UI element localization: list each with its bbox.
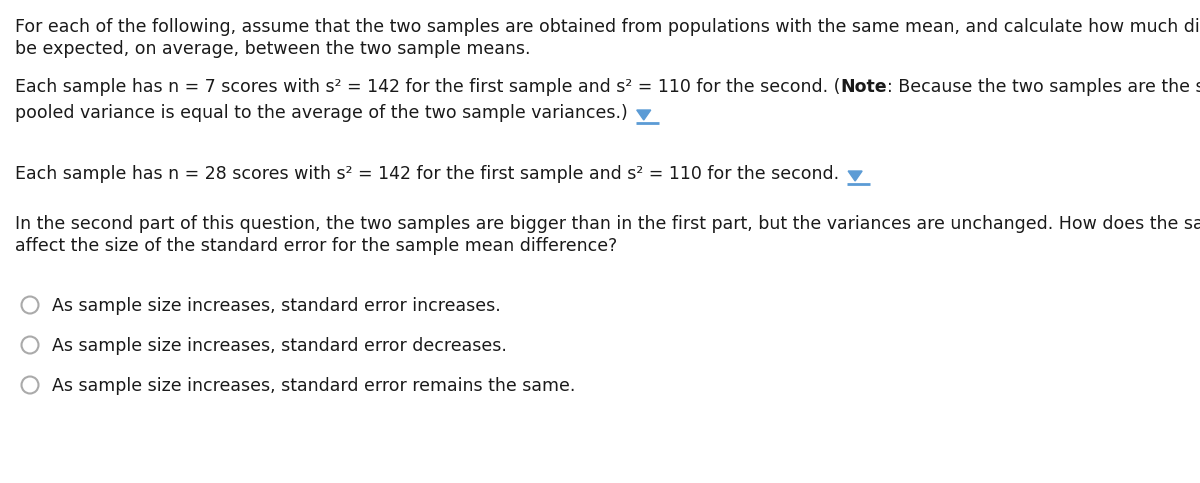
Text: pooled variance is equal to the average of the two sample variances.): pooled variance is equal to the average … bbox=[14, 104, 628, 122]
Text: be expected, on average, between the two sample means.: be expected, on average, between the two… bbox=[14, 40, 530, 58]
Text: For each of the following, assume that the two samples are obtained from populat: For each of the following, assume that t… bbox=[14, 18, 1200, 36]
Text: As sample size increases, standard error remains the same.: As sample size increases, standard error… bbox=[52, 377, 575, 395]
Text: As sample size increases, standard error increases.: As sample size increases, standard error… bbox=[52, 297, 500, 315]
Polygon shape bbox=[848, 171, 862, 181]
Text: Each sample has n = 7 scores with s² = 142 for the first sample and s² = 110 for: Each sample has n = 7 scores with s² = 1… bbox=[14, 78, 840, 96]
Text: Each sample has n = 28 scores with s² = 142 for the first sample and s² = 110 fo: Each sample has n = 28 scores with s² = … bbox=[14, 165, 839, 183]
Text: In the second part of this question, the two samples are bigger than in the firs: In the second part of this question, the… bbox=[14, 215, 1200, 233]
Text: As sample size increases, standard error decreases.: As sample size increases, standard error… bbox=[52, 337, 506, 355]
Polygon shape bbox=[637, 110, 650, 120]
Text: Note: Note bbox=[840, 78, 887, 96]
Text: affect the size of the standard error for the sample mean difference?: affect the size of the standard error fo… bbox=[14, 237, 617, 255]
Text: : Because the two samples are the same size, the: : Because the two samples are the same s… bbox=[887, 78, 1200, 96]
